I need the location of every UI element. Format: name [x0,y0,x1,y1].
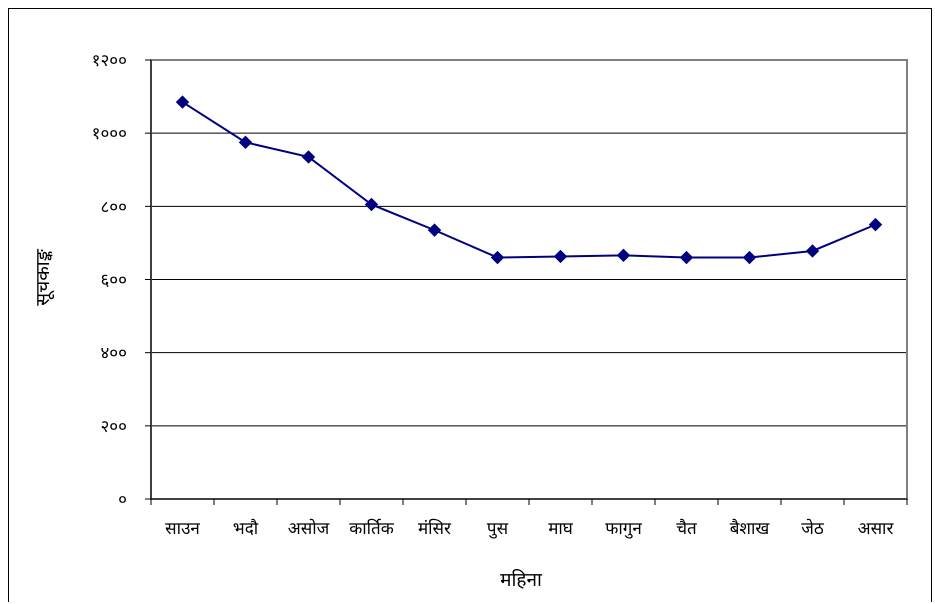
x-tick-label: बैशाख [730,518,771,539]
data-point [616,248,631,263]
x-tick-label: साउन [165,519,200,539]
x-tick-label: माघ [548,519,574,539]
x-tick-label: असार [858,519,895,539]
y-tick-label: ६०० [100,271,127,291]
data-point [238,135,253,150]
series-line [181,101,876,259]
x-tick-label: असोज [288,518,330,539]
x-axis-title: महिना [500,568,543,591]
axes [145,59,908,505]
y-tick-labels: ० २०० ४०० ६०० ८०० १००० १२०० [92,51,127,510]
y-tick-label: १२०० [92,51,127,71]
data-point [490,250,505,265]
x-tick-label: चैत [676,518,697,539]
y-tick-label: ४०० [100,344,127,364]
data-point [679,250,694,265]
x-tick-label: मंसिर [418,518,452,539]
y-tick-label: २०० [100,417,127,437]
data-point [553,249,568,264]
y-tick-label: ८०० [100,197,127,217]
line-chart: ० २०० ४०० ६०० ८०० १००० १२०० साउन भदौ असोज कार्तिक… [32,51,908,591]
x-tick-label: फागुन [605,519,642,539]
data-point [301,150,316,164]
chart-frame: ० २०० ४०० ६०० ८०० १००० १२०० साउन भदौ असोज कार्तिक… [8,8,932,602]
data-point [868,217,883,232]
data-point [742,250,757,265]
data-point [805,244,820,258]
data-point [364,197,379,212]
series [175,95,883,265]
data-point [175,95,190,109]
data-point [427,223,442,237]
x-tick-label: भदौ [233,518,259,539]
x-tick-labels: साउन भदौ असोज कार्तिक मंसिर पुस माघ फागुन चैत बैश… [165,518,894,539]
x-tick-label: पुस [487,519,509,539]
y-axis-title: सूचकाङ्क [32,248,55,305]
gridlines [151,59,907,427]
y-tick-label: ० [118,490,127,510]
x-tick-label: जेठ [801,518,825,539]
x-tick-label: कार्तिक [349,518,395,539]
y-tick-label: १००० [92,124,127,144]
